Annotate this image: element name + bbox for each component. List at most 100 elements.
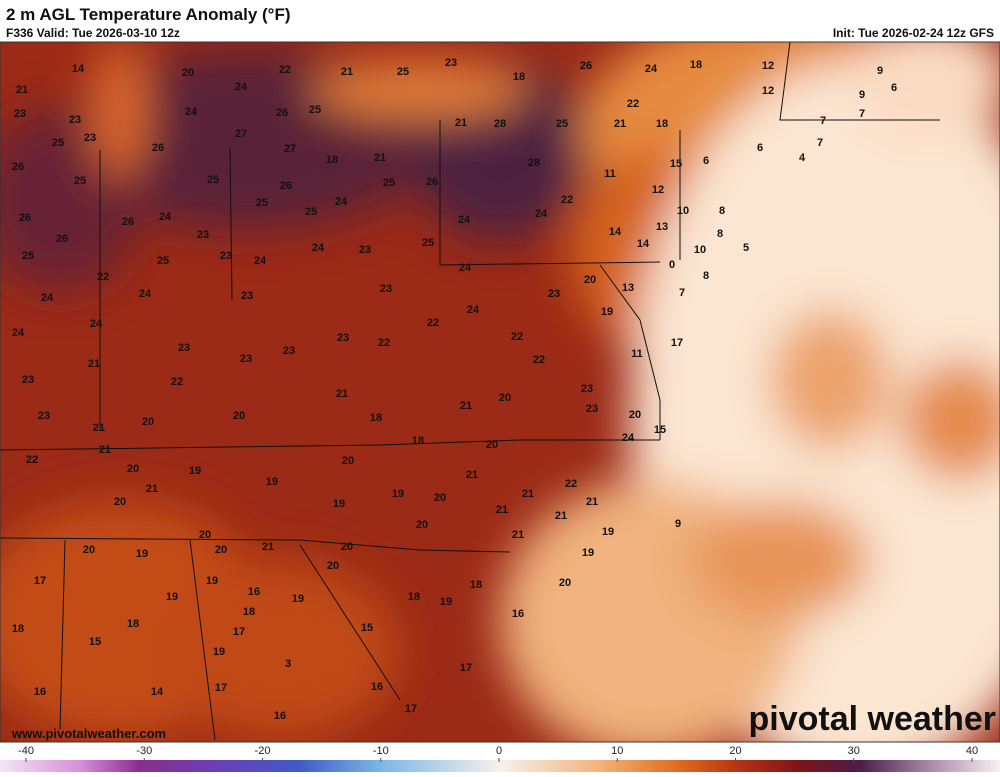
map-value-label: 22 — [279, 64, 291, 76]
map-value-label: 24 — [535, 208, 548, 220]
map-value-label: 23 — [38, 410, 50, 422]
map-value-label: 27 — [235, 128, 247, 140]
map-value-label: 20 — [341, 541, 353, 553]
map-value-label: 18 — [127, 618, 139, 630]
map-value-label: 21 — [586, 496, 598, 508]
map-value-label: 9 — [859, 89, 865, 101]
map-value-label: 15 — [89, 636, 101, 648]
map-value-label: 21 — [455, 117, 467, 129]
map-value-label: 24 — [645, 63, 658, 75]
map-value-label: 20 — [416, 519, 428, 531]
map-value-label: 6 — [891, 82, 897, 94]
map-value-label: 23 — [14, 108, 26, 120]
colorbar-tick-label: 10 — [611, 745, 623, 757]
map-value-label: 14 — [72, 63, 85, 75]
map-value-label: 19 — [136, 548, 148, 560]
map-value-label: 16 — [512, 608, 524, 620]
map-value-label: 4 — [799, 152, 806, 164]
map-value-label: 7 — [817, 137, 823, 149]
map-value-label: 23 — [220, 250, 232, 262]
map-value-label: 25 — [397, 66, 409, 78]
map-value-label: 9 — [675, 518, 681, 530]
map-value-label: 23 — [241, 290, 253, 302]
colorbar-tick-label: -20 — [255, 745, 271, 757]
map-value-label: 22 — [171, 376, 183, 388]
map-value-label: 18 — [513, 71, 525, 83]
map-value-label: 21 — [146, 483, 158, 495]
map-value-label: 26 — [122, 216, 134, 228]
map-value-label: 19 — [601, 306, 613, 318]
colorbar-tick-label: 20 — [729, 745, 741, 757]
map-value-label: 7 — [859, 108, 865, 120]
map-value-label: 24 — [235, 81, 248, 93]
colorbar-tick-label: -10 — [373, 745, 389, 757]
map-value-label: 19 — [333, 498, 345, 510]
map-value-label: 23 — [69, 114, 81, 126]
map-value-label: 0 — [669, 259, 675, 271]
map-value-label: 20 — [434, 492, 446, 504]
map-value-label: 20 — [215, 544, 227, 556]
map-value-label: 26 — [580, 60, 592, 72]
map-value-label: 21 — [555, 510, 567, 522]
map-frame — [0, 41, 1000, 743]
map-value-label: 6 — [757, 142, 763, 154]
map-value-label: 23 — [283, 345, 295, 357]
map-value-label: 20 — [584, 274, 596, 286]
map-value-label: 21 — [614, 118, 626, 130]
map-value-label: 9 — [877, 65, 883, 77]
map-value-label: 13 — [656, 221, 668, 233]
map-value-label: 3 — [285, 658, 291, 670]
map-value-label: 23 — [337, 332, 349, 344]
map-value-label: 19 — [206, 575, 218, 587]
map-value-label: 19 — [582, 547, 594, 559]
colorbar-tick-label: 0 — [496, 745, 502, 757]
map-value-label: 24 — [139, 288, 152, 300]
map-value-label: 25 — [305, 206, 317, 218]
map-value-label: 7 — [679, 287, 685, 299]
map-value-label: 17 — [460, 662, 472, 674]
map-value-label: 25 — [256, 197, 268, 209]
map-value-label: 10 — [694, 244, 706, 256]
map-value-label: 23 — [197, 229, 209, 241]
map-value-label: 24 — [622, 432, 635, 444]
map-value-label: 12 — [762, 60, 774, 72]
map-value-label: 23 — [380, 283, 392, 295]
map-value-label: 20 — [629, 409, 641, 421]
map-value-label: 5 — [743, 242, 749, 254]
map-value-label: 14 — [609, 226, 622, 238]
map-value-label: 21 — [522, 488, 534, 500]
map-value-label: 25 — [422, 237, 434, 249]
map-value-label: 21 — [16, 84, 28, 96]
map-value-label: 22 — [561, 194, 573, 206]
map-value-label: 10 — [677, 205, 689, 217]
map-value-label: 22 — [533, 354, 545, 366]
map-value-label: 21 — [466, 469, 478, 481]
map-value-label: 23 — [359, 244, 371, 256]
map-value-label: 19 — [602, 526, 614, 538]
map-value-label: 25 — [157, 255, 169, 267]
map-value-label: 21 — [262, 541, 274, 553]
map-value-label: 18 — [326, 154, 338, 166]
map-value-label: 8 — [717, 228, 723, 240]
map-value-label: 28 — [494, 118, 506, 130]
map-value-label: 17 — [34, 575, 46, 587]
map-value-label: 25 — [309, 104, 321, 116]
map-value-label: 24 — [458, 214, 471, 226]
map-value-label: 26 — [19, 212, 31, 224]
map-value-label: 20 — [559, 577, 571, 589]
init-time: Init: Tue 2026-02-24 12z GFS — [833, 26, 994, 40]
map-value-label: 17 — [233, 626, 245, 638]
map-value-label: 25 — [52, 137, 64, 149]
map-value-label: 26 — [56, 233, 68, 245]
map-value-label: 11 — [604, 168, 616, 180]
map-value-label: 22 — [378, 337, 390, 349]
watermark: pivotal weather — [748, 700, 996, 738]
map-value-label: 14 — [637, 238, 650, 250]
map-value-label: 14 — [151, 686, 164, 698]
map-value-label: 24 — [254, 255, 267, 267]
map-value-label: 26 — [12, 161, 24, 173]
map-value-label: 13 — [622, 282, 634, 294]
map-value-label: 20 — [127, 463, 139, 475]
colorbar-tick-label: 30 — [848, 745, 860, 757]
